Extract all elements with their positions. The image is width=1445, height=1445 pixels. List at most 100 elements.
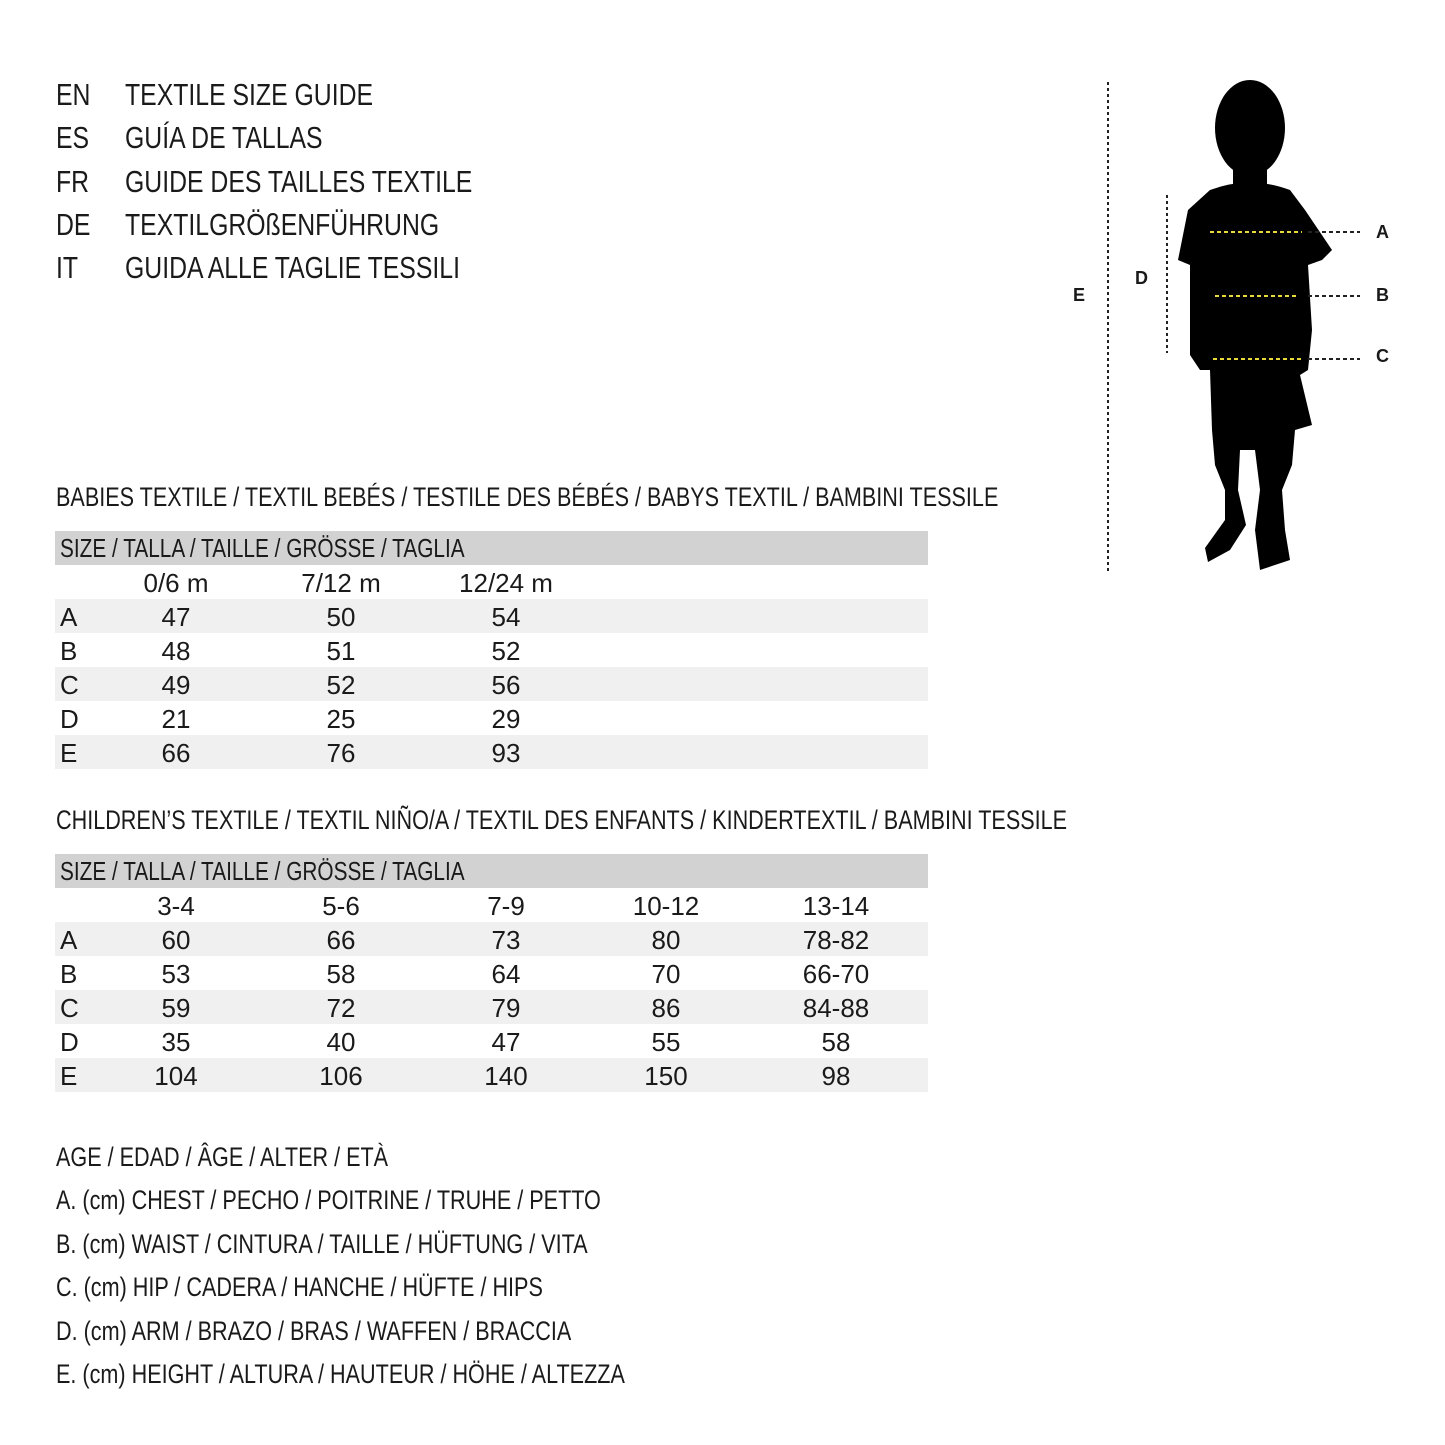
- table-cell: 84-88: [802, 993, 870, 1023]
- children-title-text: CHILDREN’S TEXTILE / TEXTIL NIÑO/A / TEX…: [56, 805, 1068, 835]
- row-label: D: [60, 1027, 79, 1057]
- language-code: FR: [56, 163, 90, 199]
- column-header: 3-4: [157, 891, 195, 921]
- child-silhouette: [1178, 80, 1332, 570]
- children-section-title: CHILDREN’S TEXTILE / TEXTIL NIÑO/A / TEX…: [56, 804, 1320, 836]
- row-label: D: [60, 704, 79, 734]
- label-a: A: [1376, 222, 1389, 242]
- legend-text: AGE / EDAD / ÂGE / ALTER / ETÀ: [56, 1142, 389, 1172]
- column-header: 0/6 m: [143, 568, 209, 598]
- table-cell: 78-82: [802, 925, 870, 955]
- title-text: GUÍA DE TALLAS: [125, 120, 323, 156]
- babies-title-text: BABIES TEXTILE / TEXTIL BEBÉS / TESTILE …: [56, 482, 999, 512]
- table-cell: 40: [326, 1027, 356, 1057]
- table-cell: 47: [491, 1027, 521, 1057]
- children-size-table: SIZE / TALLA / TAILLE / GRÖSSE / TAGLIA 3…: [55, 854, 928, 1092]
- table-cell: 64: [491, 959, 521, 989]
- table-cell: 58: [821, 1027, 851, 1057]
- table-header-text: SIZE / TALLA / TAILLE / GRÖSSE / TAGLIA: [60, 856, 465, 886]
- column-header: 5-6: [322, 891, 360, 921]
- table-cell: 55: [651, 1027, 681, 1057]
- table-row: C 59 72 79 86 84-88: [55, 990, 928, 1024]
- column-header: 12/24 m: [459, 568, 553, 598]
- table-cell: 29: [491, 704, 521, 734]
- table-cell: 58: [326, 959, 356, 989]
- table-cell: 106: [319, 1061, 363, 1091]
- legend-line: C. (cm) HIP / CADERA / HANCHE / HÜFTE / …: [56, 1271, 665, 1303]
- table-cell: 66: [326, 925, 356, 955]
- babies-size-table: SIZE / TALLA / TAILLE / GRÖSSE / TAGLIA 0…: [55, 531, 928, 769]
- table-cell: 53: [161, 959, 191, 989]
- child-silhouette-figure: [1107, 80, 1360, 572]
- table-cell: 86: [651, 993, 681, 1023]
- table-row: B 53 58 64 70 66-70: [55, 956, 928, 990]
- legend-text: A. (cm) CHEST / PECHO / POITRINE / TRUHE…: [56, 1185, 601, 1216]
- legend-line: E. (cm) HEIGHT / ALTURA / HAUTEUR / HÖHE…: [56, 1358, 767, 1390]
- label-e: E: [1073, 285, 1086, 305]
- language-code: ES: [56, 120, 90, 156]
- legend-text: C. (cm) HIP / CADERA / HANCHE / HÜFTE / …: [56, 1272, 543, 1303]
- table-cell: 51: [326, 636, 356, 666]
- table-cell: 76: [326, 738, 356, 768]
- title-text: TEXTILGRÖßENFÜHRUNG: [125, 206, 440, 242]
- table-cell: 73: [491, 925, 521, 955]
- legend-text: E. (cm) HEIGHT / ALTURA / HAUTEUR / HÖHE…: [56, 1359, 625, 1389]
- table-cell: 140: [484, 1061, 528, 1091]
- table-cell: 52: [326, 670, 356, 700]
- table-header-text: SIZE / TALLA / TAILLE / GRÖSSE / TAGLIA: [60, 533, 465, 563]
- table-cell: 80: [651, 925, 681, 955]
- table-cell: 54: [491, 602, 521, 632]
- label-d: D: [1135, 268, 1148, 288]
- table-cell: 47: [161, 602, 191, 632]
- title-text: TEXTILE SIZE GUIDE: [125, 77, 374, 112]
- row-label: E: [60, 1061, 78, 1091]
- table-header: SIZE / TALLA / TAILLE / GRÖSSE / TAGLIA: [55, 531, 928, 565]
- row-label: E: [60, 738, 78, 768]
- row-label: C: [60, 670, 79, 700]
- column-header: 10-12: [632, 891, 700, 921]
- table-row: B 48 51 52: [55, 633, 928, 667]
- table-cell: 52: [491, 636, 521, 666]
- table-cell: 98: [821, 1061, 851, 1091]
- legend-text: B. (cm) WAIST / CINTURA / TAILLE / HÜFTU…: [56, 1228, 588, 1259]
- table-row: E 104 106 140 150 98: [55, 1058, 928, 1092]
- row-label: B: [60, 636, 78, 666]
- table-cell: 79: [491, 993, 521, 1023]
- table-cell: 50: [326, 602, 356, 632]
- table-cell: 48: [161, 636, 191, 666]
- legend-line: D. (cm) ARM / BRAZO / BRAS / WAFFEN / BR…: [56, 1315, 700, 1347]
- table-cell: 35: [161, 1027, 191, 1057]
- table-row: E 66 76 93: [55, 735, 928, 769]
- column-header: 13-14: [802, 891, 870, 921]
- table-cell: 150: [644, 1061, 688, 1091]
- label-c: C: [1376, 346, 1389, 366]
- language-code: EN: [56, 77, 91, 112]
- title-text: GUIDE DES TAILLES TEXTILE: [125, 163, 473, 199]
- table-cell: 104: [154, 1061, 198, 1091]
- row-label: A: [60, 602, 78, 632]
- table-cell: 60: [161, 925, 191, 955]
- table-cell: 49: [161, 670, 191, 700]
- column-header-row: 0/6 m 7/12 m 12/24 m: [55, 565, 928, 599]
- column-header: 7/12 m: [301, 568, 381, 598]
- measurement-lines: [1210, 231, 1360, 360]
- table-row: C 49 52 56: [55, 667, 928, 701]
- row-label: A: [60, 925, 78, 955]
- label-b: B: [1376, 285, 1389, 305]
- column-header: 7-9: [487, 891, 525, 921]
- table-cell: 59: [161, 993, 191, 1023]
- table-cell: 21: [161, 704, 191, 734]
- table-row: D 35 40 47 55 58: [55, 1024, 928, 1058]
- table-row: D 21 25 29: [55, 701, 928, 735]
- table-cell: 70: [651, 959, 681, 989]
- table-cell: 66: [161, 738, 191, 768]
- table-cell: 56: [491, 670, 521, 700]
- column-header-row: 3-4 5-6 7-9 10-12 13-14: [55, 888, 928, 922]
- legend-line: A. (cm) CHEST / PECHO / POITRINE / TRUHE…: [56, 1184, 737, 1216]
- table-cell: 93: [491, 738, 521, 768]
- table-cell: 72: [326, 993, 356, 1023]
- table-row: A 60 66 73 80 78-82: [55, 922, 928, 956]
- row-label: C: [60, 993, 79, 1023]
- legend-line: B. (cm) WAIST / CINTURA / TAILLE / HÜFTU…: [56, 1228, 721, 1260]
- babies-section-title: BABIES TEXTILE / TEXTIL BEBÉS / TESTILE …: [56, 481, 1234, 513]
